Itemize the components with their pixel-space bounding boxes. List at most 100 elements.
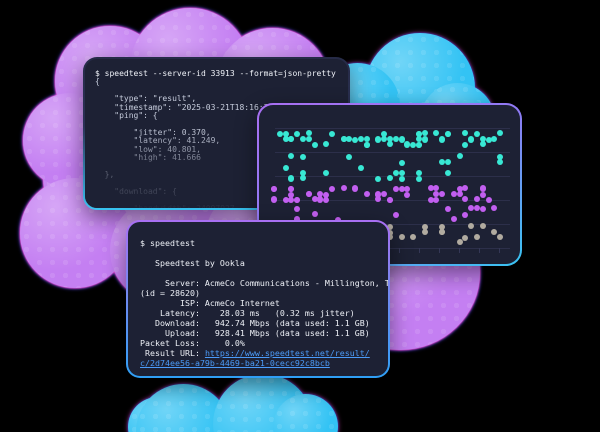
scatter-dot <box>474 130 480 137</box>
scatter-dot <box>433 191 440 198</box>
scatter-dot <box>479 141 486 148</box>
scatter-dot <box>462 130 469 137</box>
scatter-dot <box>416 170 422 177</box>
scatter-dot <box>323 191 330 198</box>
scatter-dot <box>276 131 283 138</box>
scatter-dot <box>479 191 486 198</box>
scatter-dot <box>323 196 330 203</box>
scatter-dot <box>398 135 405 142</box>
scatter-dot <box>497 154 504 161</box>
scatter-dot <box>497 234 504 241</box>
scatter-dot <box>363 141 370 148</box>
scatter-dot <box>491 136 498 143</box>
axis-tick <box>399 248 400 253</box>
result-terminal-panel: $ speedtest Speedtest by Ookla Server: A… <box>126 220 390 378</box>
scatter-dot <box>340 185 347 192</box>
scatter-dot <box>305 136 312 143</box>
scatter-dot <box>288 153 295 160</box>
scatter-dot <box>392 135 399 142</box>
scatter-dot <box>474 205 480 212</box>
scatter-dot <box>346 136 353 143</box>
result-url-label: Result URL: <box>140 348 205 358</box>
scatter-dot <box>474 234 480 241</box>
scatter-dot <box>433 196 440 203</box>
scatter-dot <box>323 141 330 148</box>
scatter-dot <box>456 186 463 193</box>
scatter-dot <box>497 130 504 137</box>
scatter-dot <box>375 196 382 203</box>
axis-tick <box>499 248 500 253</box>
scatter-dot <box>300 154 306 161</box>
scatter-dot <box>358 136 364 143</box>
scatter-dot <box>305 190 312 197</box>
scatter-dot <box>294 131 301 138</box>
scatter-dot <box>445 170 451 177</box>
scatter-dot <box>479 206 486 213</box>
scatter-dot <box>300 175 306 182</box>
result-terminal-content: $ speedtest Speedtest by Ookla Server: A… <box>128 222 388 376</box>
scatter-dot <box>352 185 359 192</box>
scatter-dot <box>474 196 480 202</box>
scatter-dot <box>497 159 504 166</box>
axis-tick <box>479 248 480 253</box>
scatter-dot <box>433 185 440 192</box>
scatter-dot <box>421 223 428 230</box>
scatter-dot <box>421 130 428 137</box>
gridline <box>275 248 510 249</box>
result-terminal-window: $ speedtest Speedtest by Ookla Server: A… <box>128 222 388 376</box>
scatter-dot <box>491 205 498 212</box>
scatter-dot <box>317 190 324 197</box>
scatter-dot <box>421 136 428 143</box>
scatter-dot <box>468 136 475 143</box>
scatter-dot <box>398 159 405 166</box>
scatter-dot <box>450 216 457 223</box>
scatter-dot <box>456 239 463 246</box>
scatter-dot <box>294 197 301 204</box>
dot-chart-area <box>259 105 520 264</box>
scatter-dot <box>288 191 295 198</box>
scatter-dot <box>329 186 335 193</box>
scatter-dot <box>468 223 475 230</box>
scatter-dot <box>305 130 312 137</box>
scatter-dot <box>387 197 393 204</box>
scatter-dot <box>282 135 289 142</box>
axis-tick <box>459 248 460 253</box>
scatter-dot <box>387 224 393 231</box>
scatter-dot <box>398 176 405 183</box>
scatter-dot <box>479 223 486 230</box>
scatter-dot <box>398 185 405 192</box>
scatter-dot <box>485 197 492 204</box>
scatter-dot <box>340 135 347 142</box>
gridline <box>275 128 510 129</box>
scatter-dot <box>311 196 318 203</box>
scatter-dot <box>392 185 399 192</box>
scatter-dot <box>387 136 393 143</box>
scatter-dot <box>381 191 388 198</box>
scatter-dot <box>375 135 382 142</box>
scatter-dot <box>416 141 422 148</box>
scatter-dot <box>294 206 301 213</box>
scatter-dot <box>485 136 492 143</box>
scatter-dot <box>398 169 405 176</box>
scatter-dot <box>421 229 428 236</box>
dot-chart-window <box>259 105 520 264</box>
scatter-dot <box>392 169 399 176</box>
stats-output: $ speedtest Speedtest by Ookla Server: A… <box>140 238 388 348</box>
scatter-dot <box>288 136 295 143</box>
scatter-dot <box>450 191 457 198</box>
scatter-dot <box>439 136 446 143</box>
axis-tick <box>419 248 420 253</box>
dot-chart-panel <box>257 103 522 266</box>
scatter-dot <box>462 211 469 218</box>
terminal-command: $ speedtest --server-id 33913 --format=j… <box>95 69 336 78</box>
result-url-link[interactable]: https://www.speedtest.net/result/ c/2d74… <box>140 348 370 368</box>
scatter-dot <box>352 136 359 143</box>
scatter-dot <box>323 169 330 176</box>
scatter-dot <box>427 197 434 204</box>
scatter-dot <box>363 135 370 142</box>
scatter-dot <box>439 190 446 197</box>
scatter-dot <box>433 130 440 137</box>
scatter-dot <box>288 175 295 182</box>
scatter-dot <box>398 234 405 241</box>
